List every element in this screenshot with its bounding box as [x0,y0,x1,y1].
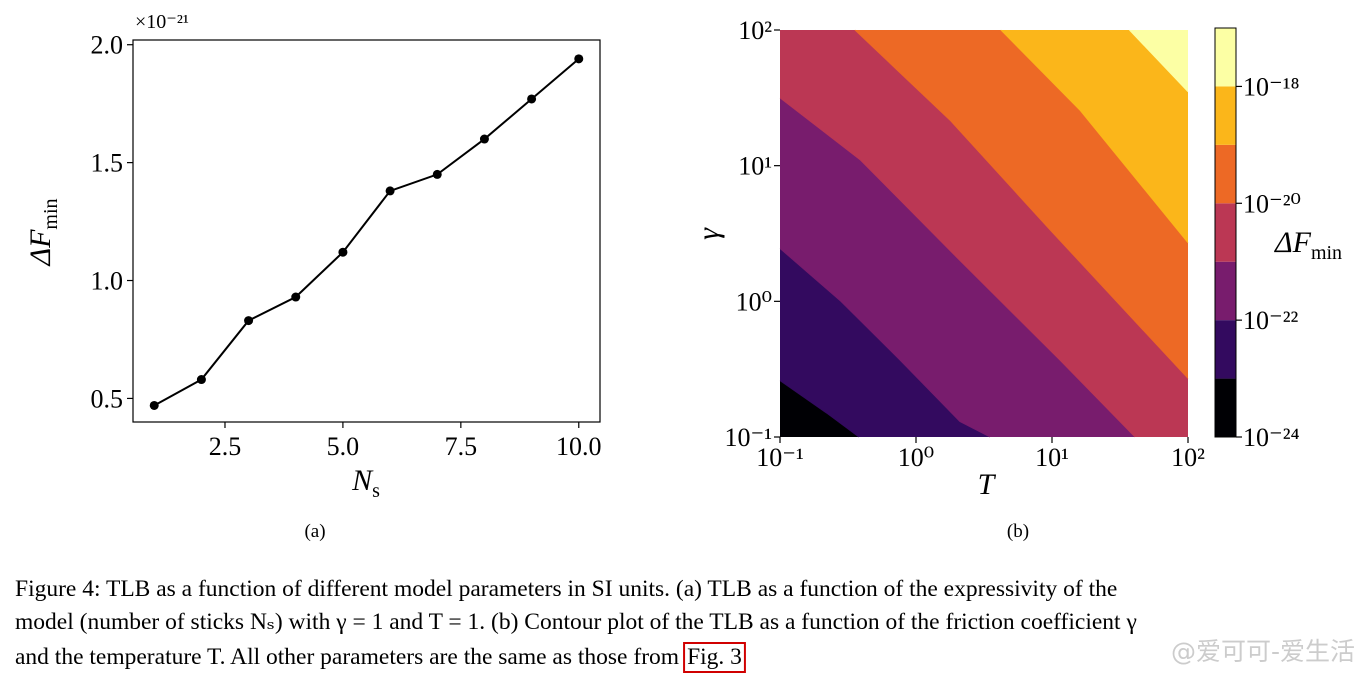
caption-link[interactable]: Fig. 3 [687,644,742,670]
data-point [196,375,206,385]
data-point [432,169,442,179]
contour-line [779,248,991,438]
data-point [291,292,301,302]
colorbar-band [1215,203,1236,262]
colorbar-tick-label: 10⁻²² [1243,306,1299,335]
colorbar-band [1215,378,1236,437]
offset-label: ×10⁻²¹ [135,11,189,33]
x-tick-label: 7.5 [445,432,478,461]
y-axis-label-main: ΔF [24,229,57,267]
colorbar-band [1215,144,1236,204]
data-point [479,134,489,144]
data-point [574,54,584,64]
data-line [153,58,580,407]
plot-frame [132,39,601,423]
subfigure-caption: (b) [1007,521,1029,542]
x-axis-label: T [978,468,997,501]
data-point [527,94,537,104]
colorbar-band [1215,86,1236,145]
contour-line [779,97,1136,438]
colorbar-band [1215,320,1236,379]
y-tick-label: 10² [738,16,772,45]
y-axis-label-sub: min [40,198,62,229]
colorbar-tick-label: 10⁻²⁰ [1243,189,1301,218]
y-tick-label: 1.0 [91,267,124,296]
contour-line [779,380,860,438]
colorbar-label-main: ΔF [1274,226,1312,259]
data-point [149,400,159,410]
x-tick-label: 10.0 [556,432,602,461]
colorbar-band [1215,28,1236,87]
colorbar-label: ΔFmin [1274,226,1342,264]
contour-line [854,29,1189,379]
x-axis-label: Ns [351,464,380,502]
caption-line: Figure 4: TLB as a function of different… [15,576,1117,602]
colorbar-label-sub: min [1311,242,1342,264]
y-tick-label: 10¹ [738,152,772,181]
y-tick-label: 2.0 [91,31,124,60]
x-tick-label: 5.0 [327,432,360,461]
x-axis-label-main: N [351,464,374,497]
band [1000,30,1188,243]
contour-line [1128,29,1189,93]
data-point [385,186,395,196]
watermark: @爱可可-爱生活 [1171,637,1355,666]
y-tick-label: 1.5 [91,149,124,178]
colorbar-tick-label: 10⁻²⁴ [1243,423,1300,452]
y-tick-label: 10⁰ [736,287,772,316]
x-tick-label: 10¹ [1035,443,1069,472]
contour-line [1000,29,1189,244]
x-tick-label: 2.5 [209,432,242,461]
caption-line: and the temperature T. All other paramet… [15,644,679,670]
colorbar-band [1215,261,1236,321]
x-tick-label: 10⁻¹ [756,443,804,472]
x-tick-label: 10² [1171,443,1205,472]
data-point [244,316,254,326]
y-tick-label: 10⁻¹ [724,423,772,452]
caption-link-box[interactable] [683,642,746,673]
y-axis-label: ΔFmin [24,198,62,266]
x-tick-label: 10⁰ [898,443,934,472]
x-axis-label-sub: s [372,480,380,502]
data-point [338,247,348,257]
colorbar-frame [1214,27,1237,438]
caption-line: model (number of sticks Nₛ) with γ = 1 a… [15,609,1137,635]
y-tick-label: 0.5 [91,384,124,413]
subfigure-caption: (a) [304,521,325,542]
y-axis-label: γ [692,227,725,240]
colorbar-tick-label: 10⁻¹⁸ [1243,72,1300,101]
